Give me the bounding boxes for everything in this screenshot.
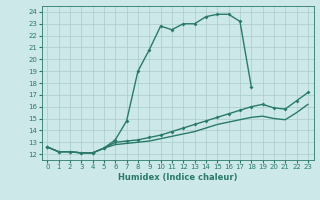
X-axis label: Humidex (Indice chaleur): Humidex (Indice chaleur): [118, 173, 237, 182]
